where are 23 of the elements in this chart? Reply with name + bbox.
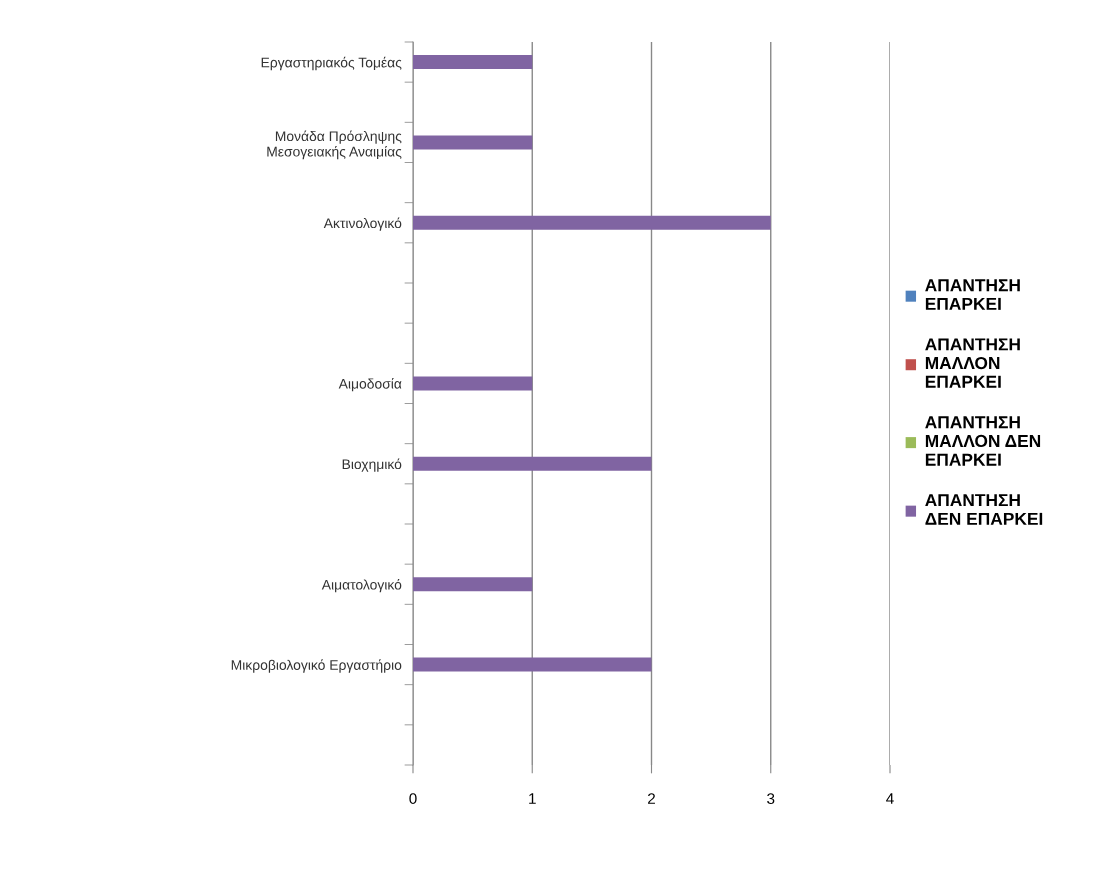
- y-tick-label: Μονάδα Πρόσληψης Μεσογειακής Αναιμίας: [267, 130, 402, 160]
- legend-label: ΑΠΑΝΤΗΣΗ ΔΕΝ ΕΠΑΡΚΕΙ: [925, 494, 1043, 525]
- bar: [413, 456, 652, 471]
- legend-label: ΑΠΑΝΤΗΣΗ ΜΑΛΛΟΝ ΕΠΑΡΚΕΙ: [925, 338, 1020, 388]
- bar: [413, 55, 533, 70]
- legend-label: ΑΠΑΝΤΗΣΗ ΕΠΑΡΚΕΙ: [925, 279, 1020, 310]
- x-tick-label: 0: [409, 793, 417, 804]
- bar: [413, 376, 533, 391]
- x-tick-label: 2: [648, 793, 655, 804]
- x-tick-label: 3: [767, 793, 775, 804]
- y-tick-label: Αιμοδοσία: [338, 378, 402, 392]
- y-tick-label: Εργαστηριακός Τομέας: [261, 56, 402, 71]
- bar: [413, 577, 533, 592]
- y-tick-label: Ακτινολογικό: [323, 217, 402, 231]
- y-tick-label: Αιματολογικό: [321, 579, 402, 593]
- y-tick-label: Βιοχημικό: [342, 458, 402, 472]
- legend-label: ΑΠΑΝΤΗΣΗ ΜΑΛΛΟΝ ΔΕΝ ΕΠΑΡΚΕΙ: [925, 416, 1041, 466]
- bar: [413, 135, 533, 150]
- bar: [413, 657, 652, 672]
- x-tick-label: 4: [886, 793, 894, 804]
- bar: [413, 215, 771, 230]
- x-tick-label: 1: [529, 793, 536, 804]
- y-tick-label: Μικροβιολογικό Εργαστήριο: [231, 659, 402, 673]
